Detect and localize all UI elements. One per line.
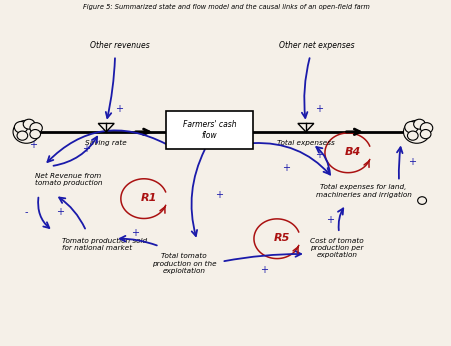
Circle shape xyxy=(419,129,430,139)
Text: R1: R1 xyxy=(141,193,157,203)
Text: Farmers' cash
flow: Farmers' cash flow xyxy=(182,120,236,139)
Text: Saving rate: Saving rate xyxy=(85,140,127,146)
Text: B4: B4 xyxy=(345,147,361,157)
FancyBboxPatch shape xyxy=(166,111,252,149)
Text: Other revenues: Other revenues xyxy=(89,42,149,51)
Circle shape xyxy=(419,122,432,133)
Circle shape xyxy=(23,119,35,129)
Circle shape xyxy=(14,121,28,133)
Text: Total expensess: Total expensess xyxy=(276,140,334,146)
Text: +: + xyxy=(314,104,322,114)
Text: Cost of tomato
production per
expoitation: Cost of tomato production per expoitatio… xyxy=(309,238,363,258)
Circle shape xyxy=(404,121,417,133)
Circle shape xyxy=(17,131,28,140)
Circle shape xyxy=(13,120,40,143)
Text: -: - xyxy=(24,207,28,217)
Text: +: + xyxy=(29,140,37,150)
Polygon shape xyxy=(297,124,313,132)
Text: +: + xyxy=(314,151,322,161)
Text: +: + xyxy=(55,207,64,217)
Text: R5: R5 xyxy=(274,233,290,243)
Circle shape xyxy=(403,120,429,143)
Text: +: + xyxy=(407,157,415,167)
Text: +: + xyxy=(115,104,123,114)
Polygon shape xyxy=(98,124,114,132)
Text: +: + xyxy=(281,163,289,173)
Text: +: + xyxy=(131,228,139,238)
Text: Other net expenses: Other net expenses xyxy=(279,42,354,51)
Title: Figure 5: Summarized state and flow model and the causal links of an open-field : Figure 5: Summarized state and flow mode… xyxy=(83,4,368,10)
Text: Total expenses for land,
machineries and irrigation: Total expenses for land, machineries and… xyxy=(315,184,410,198)
Circle shape xyxy=(413,119,424,129)
Text: +: + xyxy=(82,144,90,154)
Text: +: + xyxy=(326,215,334,225)
Circle shape xyxy=(30,129,41,139)
Text: +: + xyxy=(215,190,223,200)
Circle shape xyxy=(406,131,417,140)
Circle shape xyxy=(30,122,42,133)
Text: Net Revenue from
tomato production: Net Revenue from tomato production xyxy=(35,173,102,186)
Text: Total tomato
production on the
exploitation: Total tomato production on the exploitat… xyxy=(151,253,216,274)
Text: +: + xyxy=(259,265,267,275)
Text: Tomato production sold
for national market: Tomato production sold for national mark… xyxy=(62,238,147,251)
Circle shape xyxy=(417,197,426,204)
